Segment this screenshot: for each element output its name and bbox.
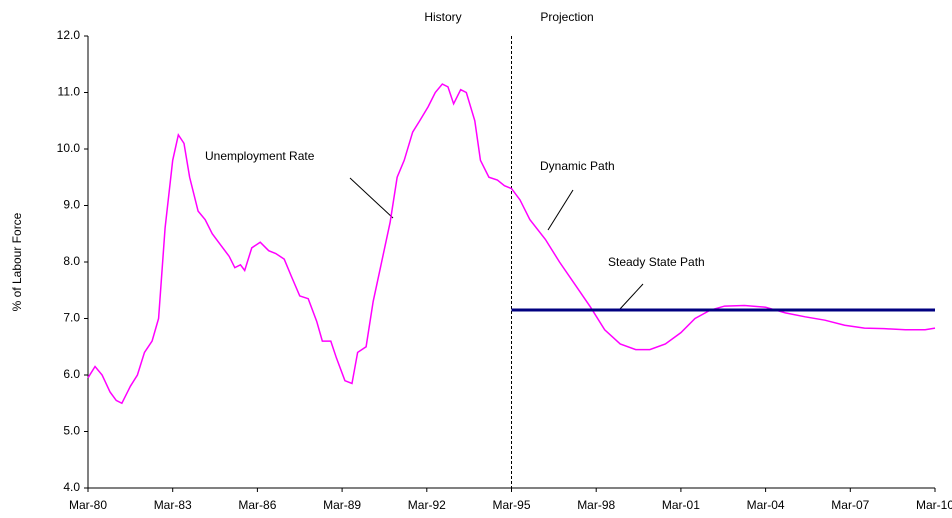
line-series: [87, 83, 512, 405]
y-tick-label: 12.0: [57, 28, 81, 42]
y-tick-label: 4.0: [63, 480, 80, 494]
leader-line: [619, 283, 644, 310]
y-tick-label: 8.0: [63, 254, 80, 268]
y-axis-label: % of Labour Force: [10, 212, 24, 311]
x-tick-label: Mar-98: [577, 498, 615, 512]
y-tick-label: 5.0: [63, 424, 80, 438]
leader-line: [547, 189, 574, 231]
x-tick-label: Mar-10: [916, 498, 952, 512]
series-label: Steady State Path: [608, 255, 705, 269]
x-tick-label: Mar-01: [662, 498, 700, 512]
x-tick-label: Mar-80: [69, 498, 107, 512]
y-tick-label: 11.0: [58, 85, 81, 99]
leader-line: [349, 177, 394, 219]
series-label: Dynamic Path: [540, 159, 615, 173]
y-tick-label: 10.0: [57, 141, 81, 155]
x-tick-label: Mar-07: [831, 498, 869, 512]
x-tick-label: Mar-83: [154, 498, 192, 512]
x-tick-label: Mar-89: [323, 498, 361, 512]
x-tick-label: Mar-86: [238, 498, 276, 512]
line-series: [510, 188, 936, 351]
annotation: Projection: [540, 10, 593, 24]
series-label: Unemployment Rate: [205, 149, 315, 163]
x-tick-label: Mar-95: [492, 498, 530, 512]
annotation: History: [424, 10, 461, 24]
x-tick-label: Mar-04: [747, 498, 785, 512]
y-tick-label: 9.0: [63, 198, 80, 212]
y-tick-label: 7.0: [63, 311, 80, 325]
y-tick-label: 6.0: [63, 367, 80, 381]
x-tick-label: Mar-92: [408, 498, 446, 512]
